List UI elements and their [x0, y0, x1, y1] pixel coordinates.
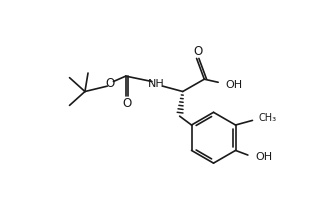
Text: O: O — [193, 45, 202, 58]
Text: O: O — [106, 77, 115, 90]
Text: OH: OH — [226, 80, 243, 89]
Text: O: O — [122, 97, 132, 109]
Text: NH: NH — [148, 79, 165, 89]
Text: OH: OH — [256, 152, 273, 162]
Text: CH₃: CH₃ — [259, 113, 277, 123]
